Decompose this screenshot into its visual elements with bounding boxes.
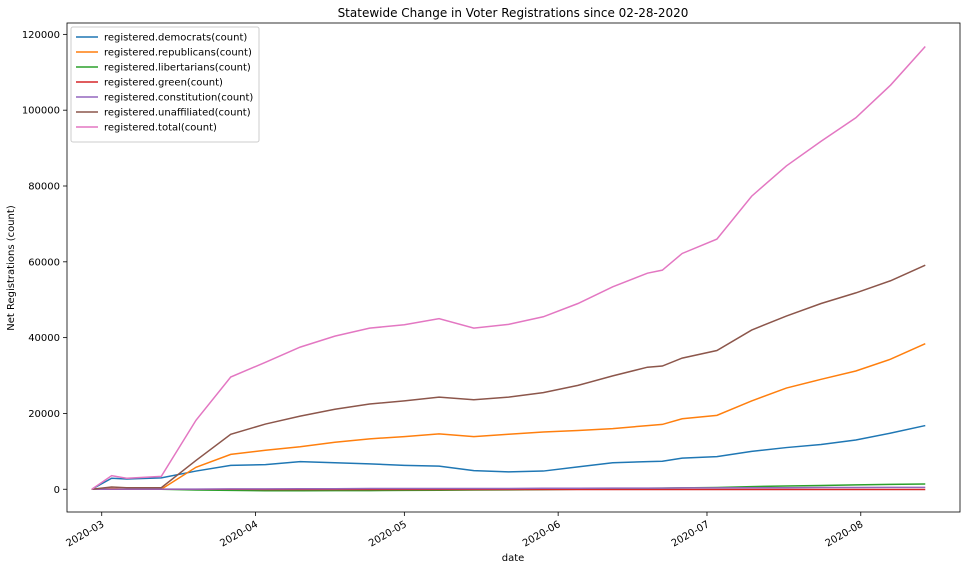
series-line-4	[91, 486, 926, 491]
legend-label: registered.republicans(count)	[104, 48, 252, 59]
legend-label: registered.total(count)	[104, 123, 217, 134]
series-line-5	[91, 264, 926, 491]
legend-label: registered.democrats(count)	[104, 33, 247, 44]
x-tick-label: 2020-06	[521, 519, 563, 549]
y-tick-label: 100000	[22, 106, 60, 117]
legend-label: registered.libertarians(count)	[104, 63, 251, 74]
y-tick-label: 80000	[28, 182, 60, 193]
legend-label: registered.unaffiliated(count)	[104, 108, 251, 119]
y-axis-label: Net Registrations (count)	[6, 205, 17, 331]
x-tick-label: 2020-03	[65, 519, 107, 549]
axes-frame	[66, 22, 961, 513]
x-tick-label: 2020-05	[367, 519, 409, 549]
legend-label: registered.green(count)	[104, 78, 223, 89]
series-line-0	[91, 424, 926, 490]
x-tick-label: 2020-04	[218, 519, 260, 549]
legend-label: registered.constitution(count)	[104, 93, 253, 104]
y-axis-ticks: 0 20000 40000 60000 80000 100000 120000	[22, 30, 67, 496]
y-tick-label: 20000	[28, 409, 60, 420]
y-tick-label: 120000	[22, 30, 60, 41]
series-line-6	[91, 45, 926, 490]
y-tick-label: 0	[54, 485, 60, 496]
chart-title: Statewide Change in Voter Registrations …	[338, 6, 689, 20]
y-tick-label: 40000	[28, 333, 60, 344]
series-line-1	[91, 343, 926, 491]
x-tick-label: 2020-07	[670, 519, 712, 549]
x-tick-label: 2020-08	[824, 519, 866, 549]
legend-box	[70, 26, 260, 143]
legend: registered.democrats(count) registered.re…	[70, 26, 260, 143]
plot-lines	[91, 45, 926, 492]
y-tick-label: 60000	[28, 257, 60, 268]
x-axis-label: date	[502, 553, 525, 564]
x-axis-ticks: 2020-03 2020-04 2020-05 2020-06 2020-07 2020-…	[65, 512, 866, 549]
